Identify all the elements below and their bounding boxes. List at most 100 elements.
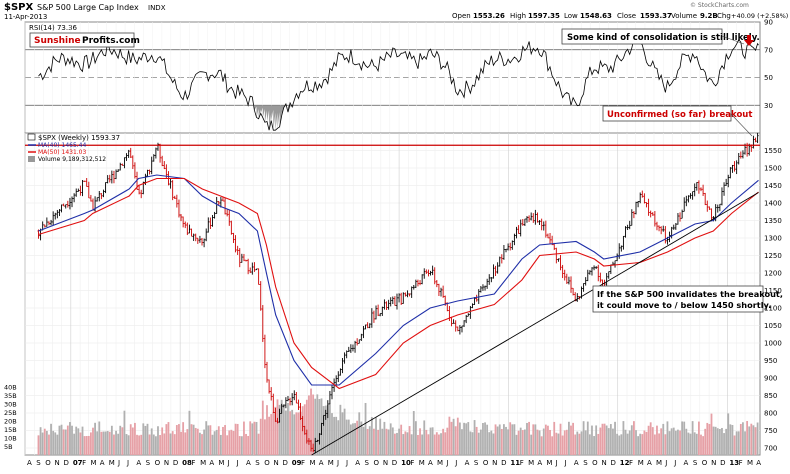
time-tick-label: N xyxy=(711,459,716,467)
time-tick-label: M xyxy=(328,459,334,467)
volume-bar xyxy=(385,428,388,455)
volume-bar xyxy=(81,426,84,455)
logo-part2: Profits.com xyxy=(82,36,140,46)
price-tick-label: 1000 xyxy=(764,340,782,348)
volume-bar xyxy=(58,425,61,455)
volume-bar xyxy=(255,421,258,455)
volume-bar xyxy=(425,429,428,455)
volume-bar xyxy=(639,433,642,455)
volume-bar xyxy=(702,436,704,455)
volume-bar xyxy=(134,422,136,455)
volume-bar xyxy=(754,427,757,455)
time-tick-label: J xyxy=(336,459,339,467)
volume-bar xyxy=(496,426,499,455)
volume-bar xyxy=(161,427,164,455)
volume-bar xyxy=(104,431,107,455)
volume-bar xyxy=(125,434,128,455)
time-tick-label: D xyxy=(501,459,506,467)
ma40-legend-label: MA(40) 1465.44 xyxy=(38,142,86,149)
time-tick-label: F xyxy=(301,459,305,467)
time-tick-label: M xyxy=(528,459,534,467)
volume-bar xyxy=(48,434,50,455)
time-tick-label: F xyxy=(629,459,633,467)
volume-bar xyxy=(471,432,474,455)
volume-bar xyxy=(467,422,470,455)
volume-bar xyxy=(278,404,281,455)
chg-label: Chg xyxy=(717,12,731,20)
volume-bar xyxy=(679,430,681,455)
volume-bar xyxy=(742,422,744,455)
time-tick-label: D xyxy=(282,459,287,467)
volume-bar xyxy=(52,430,55,455)
volume-bar xyxy=(408,426,411,455)
rsi-tick-label: 30 xyxy=(764,102,773,110)
price-tick-label: 1500 xyxy=(764,165,782,173)
volume-bar xyxy=(456,417,459,455)
volume-bar xyxy=(421,434,424,455)
volume-bar xyxy=(333,416,335,455)
volume-bar xyxy=(119,425,122,455)
volume-bar xyxy=(482,422,484,455)
volume-bar xyxy=(609,424,612,455)
volume-bar xyxy=(450,421,453,455)
price-tick-label: 800 xyxy=(764,410,777,418)
volume-bar xyxy=(243,421,245,455)
volume-bar xyxy=(568,421,570,455)
volume-bar xyxy=(154,436,157,455)
volume-bar xyxy=(297,412,300,455)
volume-bar xyxy=(121,427,124,455)
volume-bar xyxy=(463,422,465,455)
high-value: 1597.35 xyxy=(528,12,560,20)
price-tick-label: 1350 xyxy=(764,217,782,225)
chg-value: +40.09 (+2.58%) xyxy=(731,12,788,20)
volume-bar xyxy=(689,433,692,455)
price-tick-label: 1400 xyxy=(764,200,782,208)
volume-bar xyxy=(685,428,688,455)
volume-bar xyxy=(249,421,252,455)
volume-bar xyxy=(458,422,461,455)
volume-bar xyxy=(723,433,725,455)
volume-bar xyxy=(714,426,717,455)
time-tick-label: A xyxy=(465,459,470,467)
volume-bar xyxy=(538,430,541,455)
watermark: © StockCharts.com xyxy=(690,2,749,9)
volume-bar xyxy=(199,432,201,455)
volume-bar xyxy=(299,411,302,455)
volume-tick-label: 35B xyxy=(4,392,17,400)
volume-bar xyxy=(513,424,516,455)
volume-bar xyxy=(184,432,187,455)
volume-bar xyxy=(572,422,575,455)
volume-bar xyxy=(479,429,482,455)
volume-bar xyxy=(519,427,522,455)
time-tick-label: J xyxy=(445,459,448,467)
volume-bar xyxy=(291,409,294,455)
volume-bar xyxy=(379,418,382,455)
volume-bar xyxy=(616,433,619,455)
volume-bar xyxy=(150,428,153,455)
volume-bar xyxy=(222,426,224,455)
time-tick-label: N xyxy=(492,459,497,467)
volume-tick-label: 25B xyxy=(4,409,17,417)
time-tick-label: N xyxy=(55,459,60,467)
open-label: Open xyxy=(452,12,471,20)
volume-bar xyxy=(364,402,367,455)
time-tick-label: M xyxy=(546,459,552,467)
time-tick-label: S xyxy=(255,459,260,467)
volume-bar xyxy=(419,428,421,455)
ohlc-summary: Open 1553.26 High 1597.35 Low 1548.63 Cl… xyxy=(452,12,788,20)
support-trendline xyxy=(311,192,759,456)
volume-bar xyxy=(230,429,233,455)
volume-bar xyxy=(452,418,455,455)
volume-bar xyxy=(433,434,436,455)
volume-bar xyxy=(308,395,310,455)
consolidation-callout: Some kind of consolidation is still like… xyxy=(567,33,760,43)
volume-bar xyxy=(733,435,736,455)
volume-bar xyxy=(129,424,132,455)
volume-bar xyxy=(54,432,57,455)
volume-bar xyxy=(324,405,327,455)
volume-bar xyxy=(66,425,69,455)
volume-bar xyxy=(56,434,59,455)
time-tick-label: J xyxy=(345,459,348,467)
volume-bar xyxy=(417,434,419,455)
